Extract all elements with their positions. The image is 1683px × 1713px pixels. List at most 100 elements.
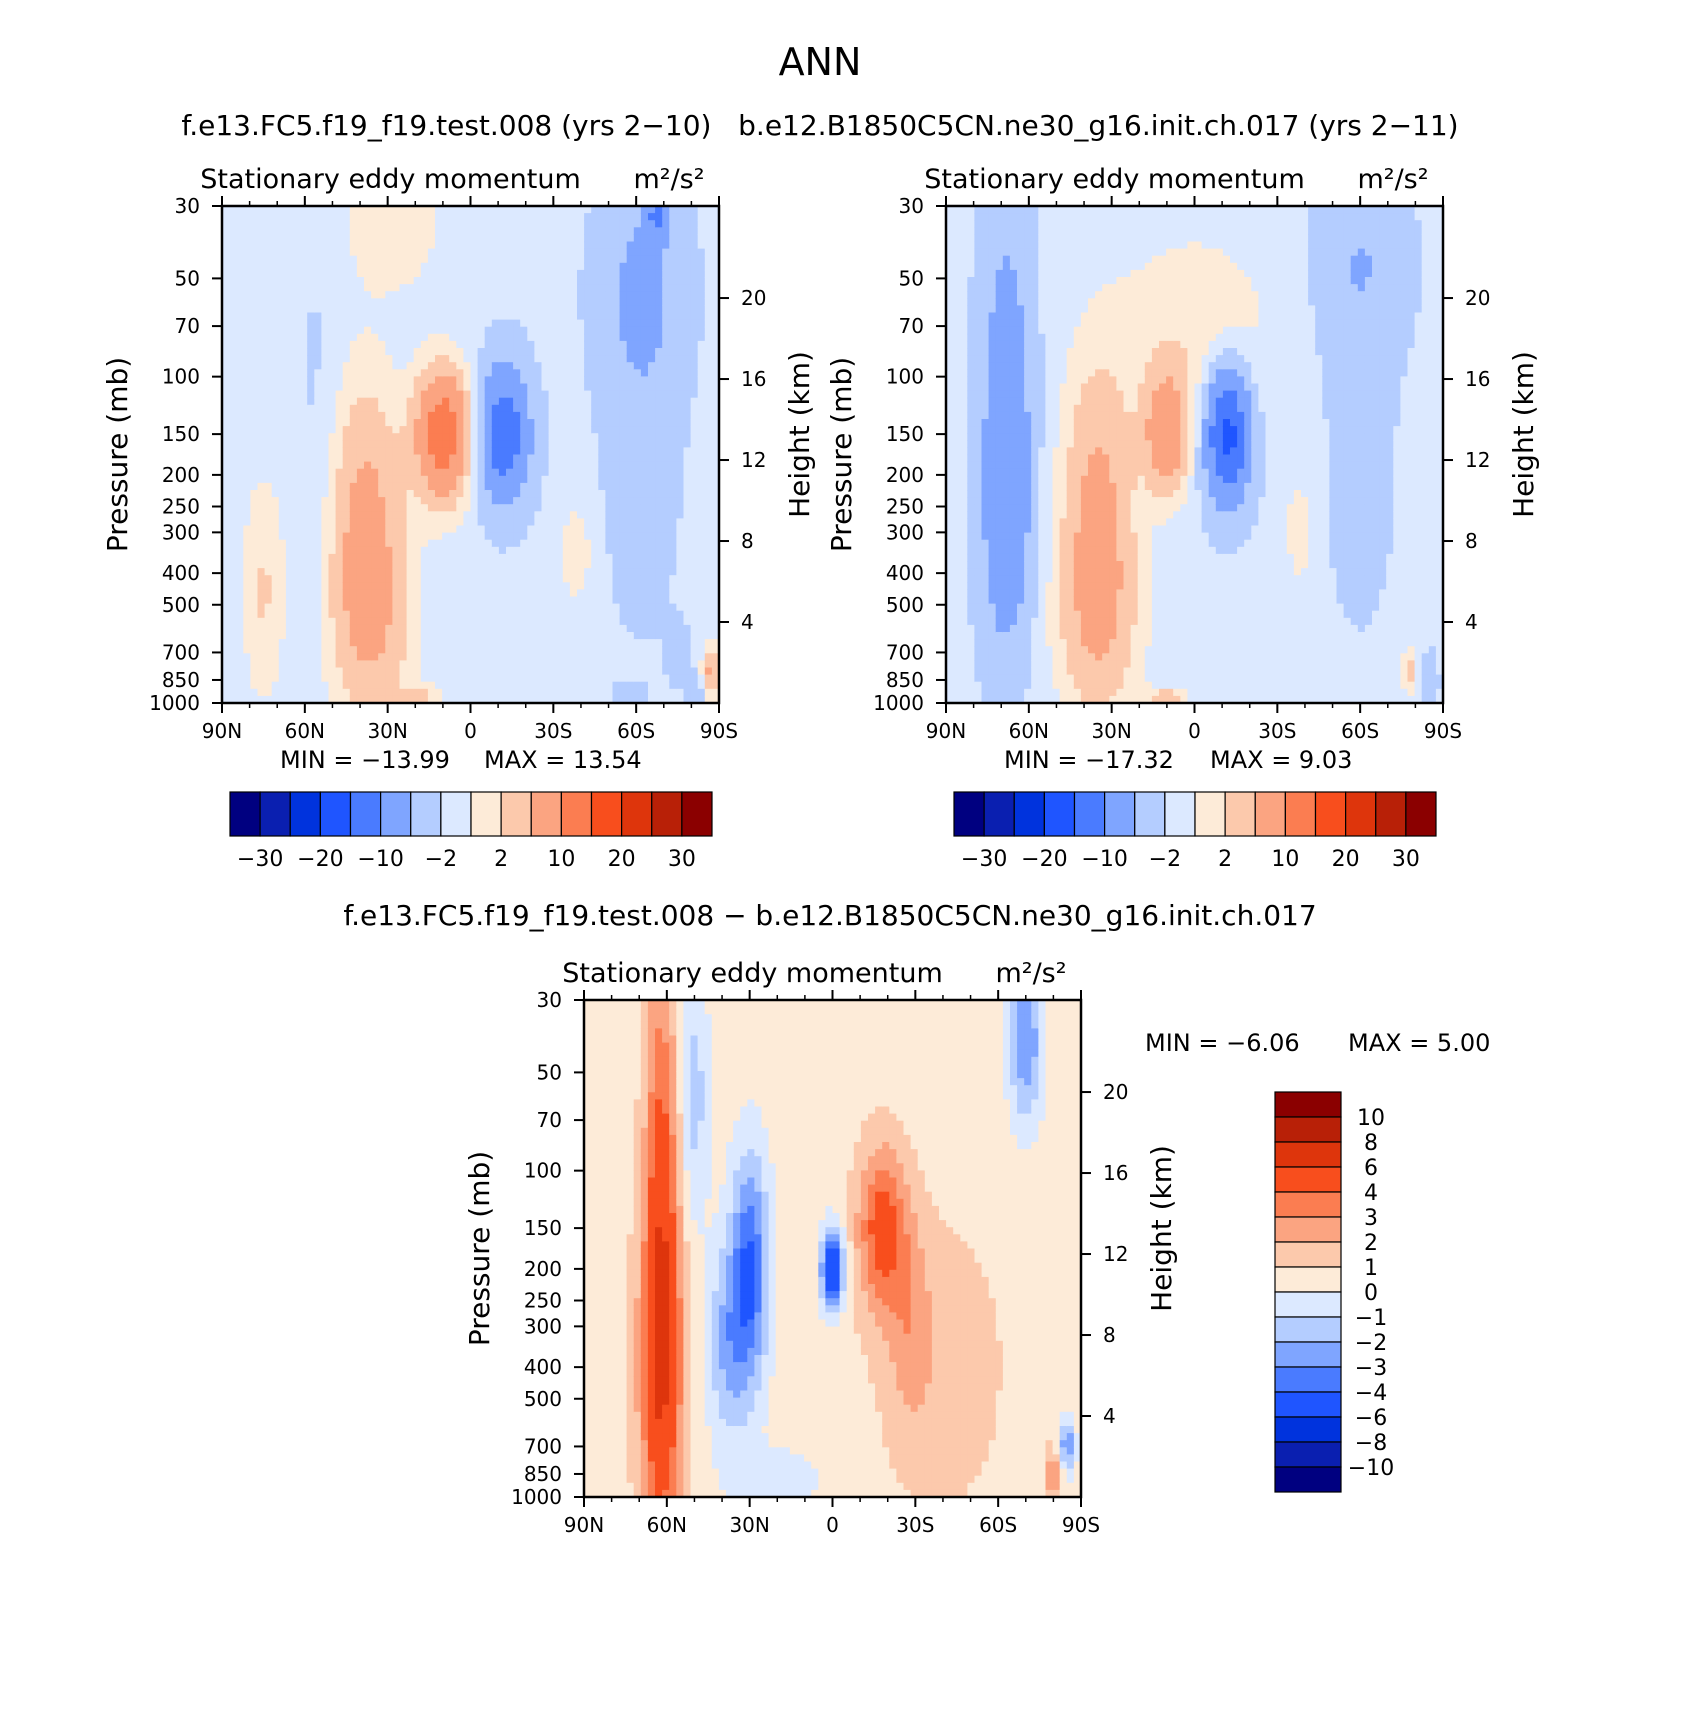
contour-cell	[349, 326, 358, 335]
contour-cell	[498, 206, 507, 214]
contour-cell	[548, 596, 557, 605]
contour-cell	[584, 376, 592, 385]
contour-cell	[293, 575, 301, 583]
contour-cell	[690, 681, 699, 690]
contour-cell	[569, 227, 578, 235]
contour-cell	[328, 632, 337, 640]
contour-cell	[513, 319, 521, 328]
contour-cell	[413, 326, 422, 335]
contour-cell	[690, 575, 699, 583]
contour-cell	[335, 277, 344, 285]
contour-cell	[300, 561, 308, 569]
contour-cell	[349, 497, 358, 505]
contour-cell	[413, 603, 422, 612]
contour-cell	[676, 433, 685, 441]
y-tick-label: 500	[162, 593, 200, 617]
contour-cell	[314, 532, 322, 541]
contour-cell	[364, 482, 372, 491]
contour-cell	[477, 639, 486, 647]
contour-cell	[470, 411, 479, 420]
contour-cell	[669, 546, 677, 555]
contour-cell	[364, 206, 372, 214]
contour-cell	[541, 355, 550, 363]
contour-cell	[704, 632, 713, 640]
contour-cell	[278, 411, 287, 420]
contour-cell	[527, 454, 535, 463]
contour-cell	[463, 660, 472, 669]
contour-cell	[300, 532, 308, 541]
contour-cell	[555, 695, 564, 703]
contour-cell	[697, 532, 706, 541]
contour-cell	[484, 447, 493, 456]
contour-cell	[264, 468, 273, 477]
contour-cell	[598, 440, 606, 448]
contour-cell	[449, 433, 457, 441]
contour-cell	[427, 660, 436, 669]
contour-cell	[378, 617, 386, 626]
contour-cell	[356, 589, 365, 598]
contour-cell	[484, 440, 493, 448]
contour-cell	[300, 582, 308, 590]
contour-cell	[456, 376, 464, 385]
contour-cell	[513, 646, 521, 654]
contour-cell	[569, 241, 578, 250]
contour-cell	[569, 433, 578, 441]
contour-cell	[349, 397, 358, 406]
contour-cell	[236, 284, 244, 292]
contour-cell	[626, 404, 635, 413]
contour-cell	[648, 461, 656, 470]
contour-cell	[321, 383, 330, 392]
contour-cell	[293, 348, 301, 356]
contour-cell	[506, 646, 514, 654]
contour-cell	[321, 681, 330, 690]
contour-cell	[612, 681, 621, 690]
contour-cell	[442, 213, 450, 221]
contour-cell	[236, 504, 244, 512]
contour-cell	[683, 433, 692, 441]
contour-cell	[683, 504, 692, 512]
contour-cell	[300, 525, 308, 534]
contour-cell	[243, 695, 251, 703]
contour-cell	[484, 695, 493, 703]
contour-cell	[498, 390, 507, 399]
contour-cell	[584, 546, 592, 555]
contour-cell	[463, 220, 472, 228]
contour-cell	[591, 596, 599, 605]
contour-cell	[683, 468, 692, 477]
contour-cell	[498, 511, 507, 519]
contour-cell	[364, 369, 372, 377]
contour-cell	[314, 490, 322, 498]
contour-cell	[427, 561, 436, 569]
contour-cell	[314, 376, 322, 385]
contour-cell	[335, 525, 344, 534]
contour-cell	[250, 397, 259, 406]
contour-cell	[562, 511, 571, 519]
contour-cell	[498, 376, 507, 385]
contour-cell	[449, 632, 457, 640]
contour-cell	[463, 553, 472, 562]
contour-cell	[243, 490, 251, 498]
contour-cell	[577, 681, 585, 690]
contour-cell	[321, 227, 330, 235]
contour-cell	[676, 681, 685, 690]
contour-cell	[619, 475, 628, 484]
contour-cell	[491, 539, 500, 548]
contour-cell	[293, 603, 301, 612]
contour-cell	[577, 582, 585, 590]
contour-cell	[463, 475, 472, 484]
contour-cell	[463, 603, 472, 612]
contour-cell	[704, 390, 713, 399]
contour-cell	[427, 291, 436, 299]
contour-cell	[669, 262, 677, 271]
contour-cell	[328, 617, 337, 626]
contour-cell	[555, 575, 564, 583]
contour-cell	[385, 376, 393, 385]
contour-cell	[484, 390, 493, 399]
contour-cell	[399, 624, 408, 633]
contour-cell	[662, 468, 670, 477]
contour-cell	[463, 213, 472, 221]
contour-cell	[385, 610, 393, 619]
contour-cell	[619, 688, 628, 697]
contour-cell	[406, 362, 415, 370]
contour-cell	[598, 667, 606, 676]
